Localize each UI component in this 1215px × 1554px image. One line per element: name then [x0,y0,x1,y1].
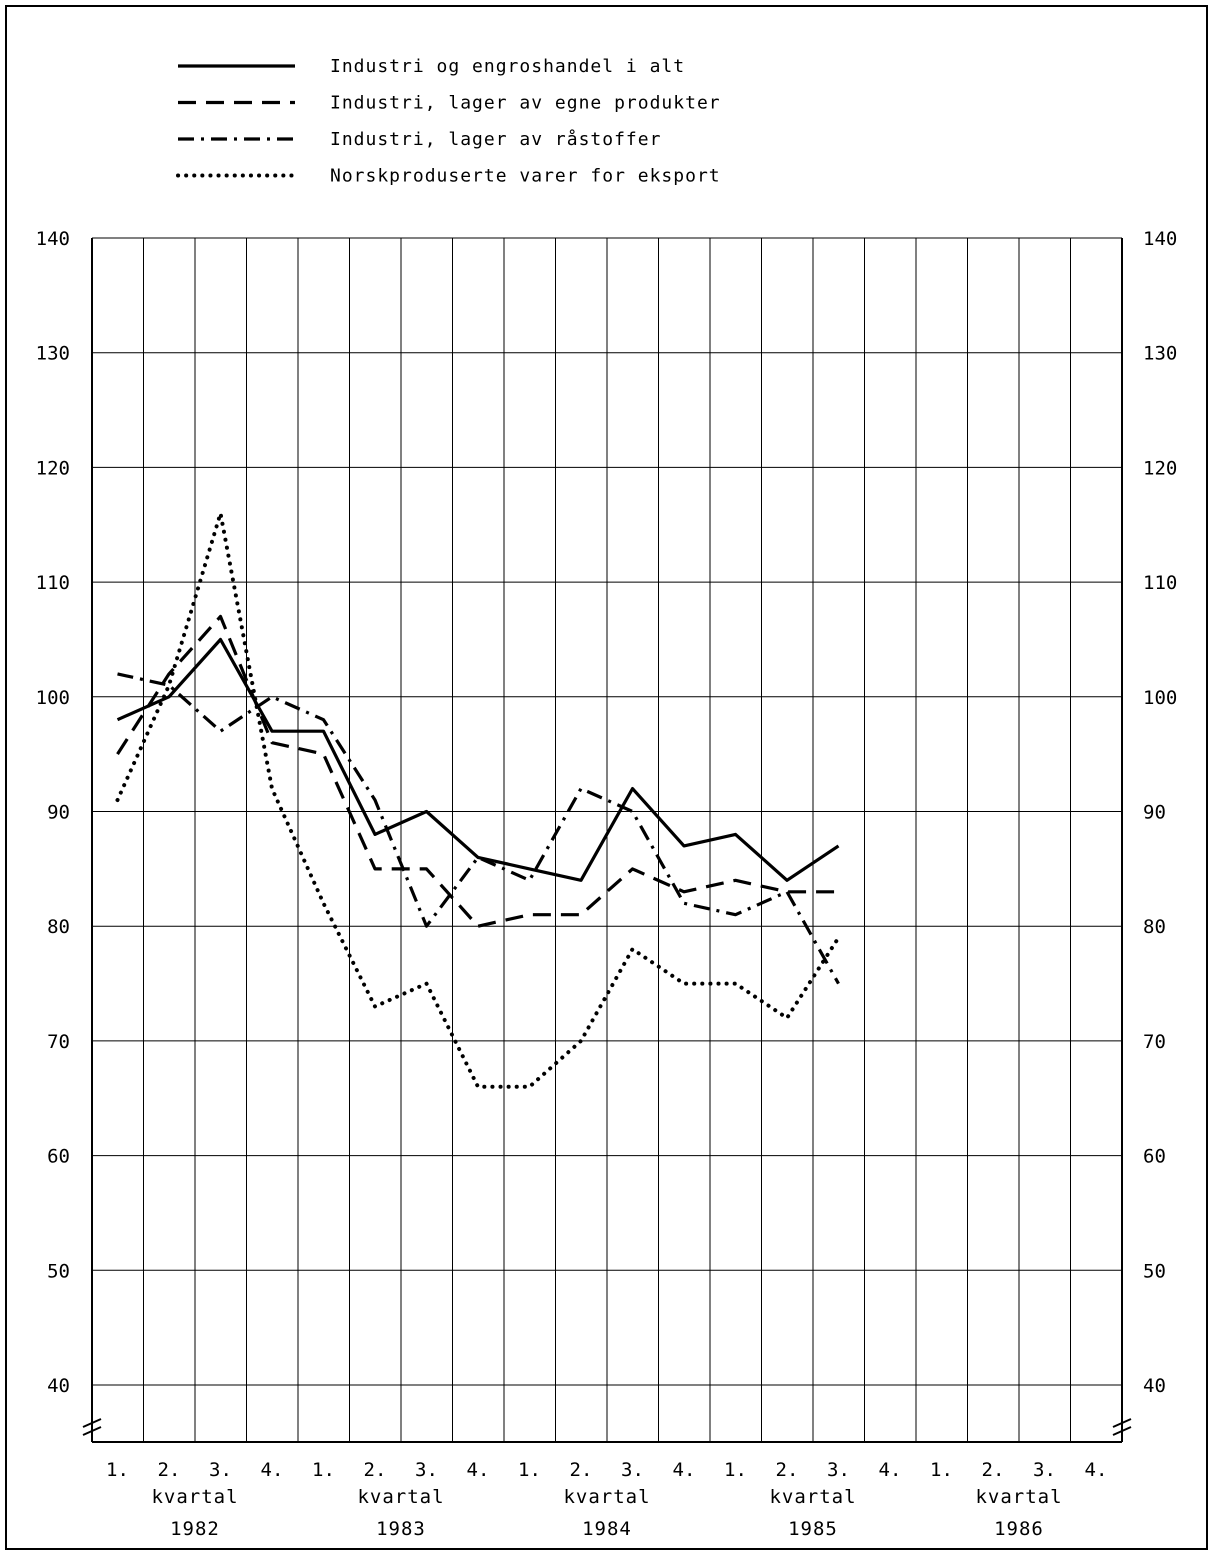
series-line-dotted [115,511,841,1089]
y-tick-label-left: 50 [47,1260,70,1282]
y-tick-label-right: 50 [1143,1260,1166,1282]
series-line-dashed [116,614,839,928]
y-tick-label-left: 80 [47,916,70,938]
axis-break-mark [1112,1418,1132,1428]
x-tick-label: 2. [982,1459,1005,1481]
x-year-label: 1984 [582,1518,632,1540]
x-tick-label: 3. [827,1459,850,1481]
y-tick-label-right: 80 [1143,916,1166,938]
y-tick-label-left: 100 [36,687,70,709]
x-tick-label: 2. [776,1459,799,1481]
x-tick-label: 4. [1085,1459,1108,1481]
series-lines [115,511,841,1089]
x-tick-label: 3. [415,1459,438,1481]
axis-break-mark [82,1426,102,1436]
x-tick-label: 1. [106,1459,129,1481]
x-tick-label: 4. [467,1459,490,1481]
y-tick-label-right: 90 [1143,802,1166,824]
grid [92,237,1122,1442]
y-tick-label-right: 130 [1143,343,1177,365]
x-tick-label: 1. [312,1459,335,1481]
x-tick-label: 3. [621,1459,644,1481]
x-tick-label: 3. [209,1459,232,1481]
y-tick-label-left: 70 [47,1031,70,1053]
axis-break-mark [82,1418,102,1428]
legend-label: Industri, lager av egne produkter [330,93,721,114]
x-group-label: kvartal [563,1486,650,1508]
y-tick-label-right: 70 [1143,1031,1166,1053]
x-group-label: kvartal [151,1486,238,1508]
y-tick-label-right: 110 [1143,572,1177,594]
series-line-dash-dot [117,672,840,985]
x-tick-label: 4. [879,1459,902,1481]
series-line-solid [116,637,840,882]
x-tick-label: 1. [724,1459,747,1481]
y-tick-label-left: 110 [36,572,70,594]
y-tick-label-left: 130 [36,343,70,365]
x-group-label: kvartal [769,1486,856,1508]
x-group-label: kvartal [975,1486,1062,1508]
y-tick-label-right: 100 [1143,687,1177,709]
x-tick-label: 2. [364,1459,387,1481]
x-tick-label: 3. [1033,1459,1056,1481]
y-tick-label-left: 60 [47,1146,70,1168]
axis-break-mark [1112,1426,1132,1436]
x-year-label: 1986 [994,1518,1044,1540]
x-group-label: kvartal [357,1486,444,1508]
axis-labels: 40 40 50 50 60 60 70 70 80 80 90 90 100 100 110 110 120 1… [36,228,1178,1540]
x-tick-label: 2. [158,1459,181,1481]
x-tick-label: 4. [261,1459,284,1481]
x-year-label: 1982 [170,1518,220,1540]
x-tick-label: 1. [930,1459,953,1481]
x-year-label: 1985 [788,1518,838,1540]
x-tick-label: 4. [673,1459,696,1481]
y-tick-label-right: 40 [1143,1375,1166,1397]
legend-label: Norskproduserte varer for eksport [330,166,721,187]
y-tick-label-left: 40 [47,1375,70,1397]
legend: Industri og engroshandel i alt Industri, … [176,56,721,187]
y-tick-label-left: 120 [36,457,70,479]
y-tick-label-right: 140 [1143,228,1177,250]
y-tick-label-left: 140 [36,228,70,250]
legend-label: Industri, lager av råstoffer [330,129,661,150]
x-tick-label: 1. [518,1459,541,1481]
chart-frame [5,5,1208,1550]
legend-label: Industri og engroshandel i alt [330,56,685,77]
y-tick-label-left: 90 [47,802,70,824]
x-year-label: 1983 [376,1518,426,1540]
y-tick-label-right: 60 [1143,1146,1166,1168]
axes [82,238,1132,1443]
y-tick-label-right: 120 [1143,457,1177,479]
x-tick-label: 2. [570,1459,593,1481]
